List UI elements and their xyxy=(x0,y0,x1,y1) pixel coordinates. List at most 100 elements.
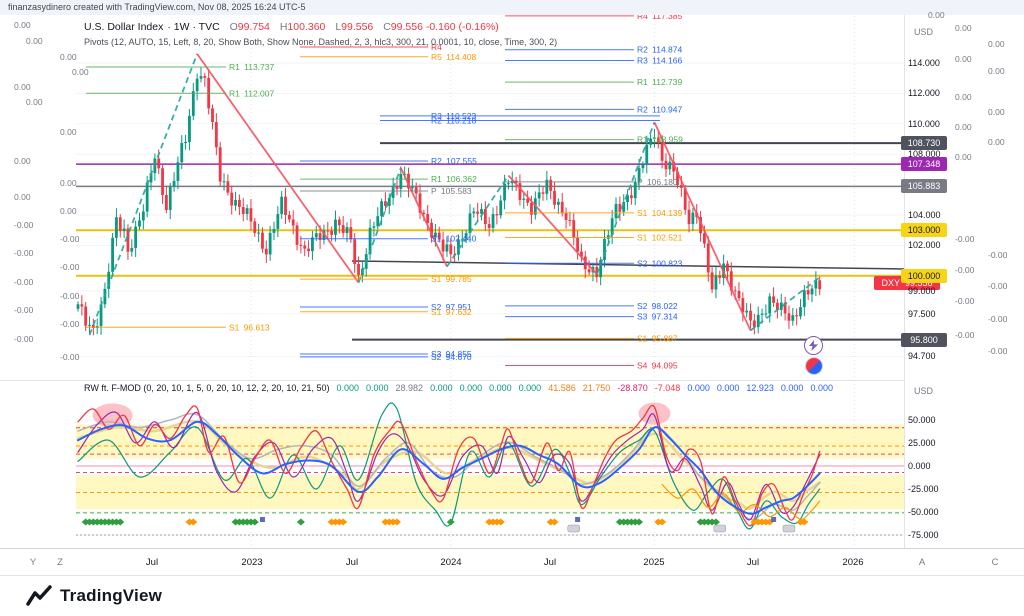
candle-body xyxy=(656,137,660,143)
candle-body xyxy=(299,244,303,246)
price-tick: 114.000 xyxy=(908,58,940,68)
candle-body xyxy=(626,195,629,203)
candle-body xyxy=(168,187,172,210)
price-tick: 104.000 xyxy=(908,210,941,220)
pivot-label: S1 96.613 xyxy=(229,322,270,332)
candle-body xyxy=(295,225,299,245)
candle-body xyxy=(499,200,503,216)
candle-body xyxy=(376,216,380,227)
candle-body xyxy=(272,228,276,233)
signal-diamond xyxy=(189,518,198,526)
measure-label-left: 0.00 xyxy=(14,156,31,166)
price-tick: 110.000 xyxy=(908,118,940,129)
measure-label-right: -0.00 xyxy=(955,330,975,340)
oscillator-highlight-blob xyxy=(638,402,671,425)
candle-body xyxy=(464,233,468,240)
signal-diamond xyxy=(800,518,809,526)
candle-body xyxy=(741,298,745,313)
oscillator-value: 0.000 xyxy=(716,383,740,393)
oscillator-currency-label: USD xyxy=(914,386,934,396)
oscillator-tick: 0.000 xyxy=(908,461,931,471)
candle-body xyxy=(510,180,514,184)
candle-body xyxy=(472,211,476,214)
candle-body xyxy=(679,184,683,188)
candle-body xyxy=(241,206,245,214)
candle-body xyxy=(568,219,572,221)
signal-square xyxy=(575,517,581,522)
zigzag-line xyxy=(399,167,448,268)
oscillator-value: 21.750 xyxy=(582,383,611,393)
pivot-label: R2 110.218 xyxy=(431,115,476,125)
measure-label-right: 0.00 xyxy=(955,23,972,33)
pivot-label: R2 114.874 xyxy=(637,45,682,55)
candle-body xyxy=(214,122,218,148)
signal-diamond xyxy=(235,518,244,526)
candle-body xyxy=(737,290,741,299)
indicator-legend[interactable]: Pivots (12, AUTO, 15, Left, 8, 20, Show … xyxy=(84,37,557,47)
signal-diamond xyxy=(185,518,194,526)
time-axis[interactable]: Y Z Jul 2023 Jul 2024 Jul 2025 Jul 2026 A C xyxy=(0,549,1024,573)
measure-label-right: -0.00 xyxy=(955,234,975,244)
candle-body xyxy=(303,245,307,249)
candle-body xyxy=(268,232,272,255)
candle-body xyxy=(445,244,449,252)
measure-label-left: -0.00 xyxy=(60,319,80,329)
candle-body xyxy=(195,78,199,92)
candle-body xyxy=(641,164,645,169)
symbol-title[interactable]: U.S. Dollar Index xyxy=(84,21,164,33)
lightning-icon[interactable] xyxy=(804,336,823,355)
oscillator-series-green xyxy=(77,402,821,530)
pivot-label: S1 102.521 xyxy=(637,232,683,242)
signal-diamond xyxy=(93,518,102,526)
oscillator-band xyxy=(76,424,904,459)
candle-body xyxy=(307,248,310,252)
attribution-text: finanzasydinero created with TradingView… xyxy=(8,2,306,12)
candle-body xyxy=(257,232,261,234)
price-level-badge: 107.348 xyxy=(901,157,947,172)
candle-body xyxy=(503,183,506,201)
candle-body xyxy=(791,315,795,321)
pivot-label: S1 97.632 xyxy=(431,307,472,317)
symbol-legend[interactable]: U.S. Dollar Index · 1W · TVC O99.754 H100… xyxy=(84,21,499,33)
signal-diamond xyxy=(615,518,624,526)
change-value: -0.160 (-0.16%) xyxy=(425,21,499,33)
candle-body xyxy=(314,233,318,238)
candle-body xyxy=(76,304,80,309)
signal-diamond xyxy=(85,518,94,526)
brand-name[interactable]: TradingView xyxy=(60,586,163,605)
last-price-value: 99.556 xyxy=(904,278,933,288)
candle-body xyxy=(752,320,756,328)
candle-body xyxy=(802,290,806,308)
pivot-label: P 105.583 xyxy=(431,186,472,196)
candle-body xyxy=(437,232,441,240)
time-tick: Jul xyxy=(345,557,359,568)
signal-diamond xyxy=(635,518,644,526)
candle-body xyxy=(149,173,153,183)
tradingview-logo-icon[interactable] xyxy=(26,584,52,608)
signal-diamond xyxy=(327,518,336,526)
candle-body xyxy=(526,198,530,203)
grid-layer xyxy=(0,15,1024,549)
oscillator-highlight-blob xyxy=(92,403,133,428)
roundel-icon[interactable] xyxy=(806,358,822,374)
measure-label-left: -0.00 xyxy=(14,248,34,258)
oscillator-band xyxy=(76,475,904,510)
oscillator-series-baseline-gold xyxy=(76,420,821,510)
signal-diamond xyxy=(389,518,398,526)
candle-body xyxy=(599,259,603,278)
measure-label-left: 0.00 xyxy=(72,67,89,77)
time-tick: 2024 xyxy=(440,557,462,568)
candle-body xyxy=(522,198,526,200)
candle-body xyxy=(134,226,138,248)
candle-body xyxy=(153,158,157,174)
signal-diamond xyxy=(231,518,240,526)
measure-label-left: 0.00 xyxy=(26,36,43,46)
oscillator-tick: 50.000 xyxy=(908,415,936,425)
oscillator-legend[interactable]: RW ft. F-MOD (0, 20, 10, 1, 5, 0, 20, 10… xyxy=(84,383,833,393)
candle-body xyxy=(145,182,149,212)
candle-body xyxy=(111,237,114,272)
candle-body xyxy=(603,238,606,260)
oscillator-value: 0.000 xyxy=(518,383,542,393)
